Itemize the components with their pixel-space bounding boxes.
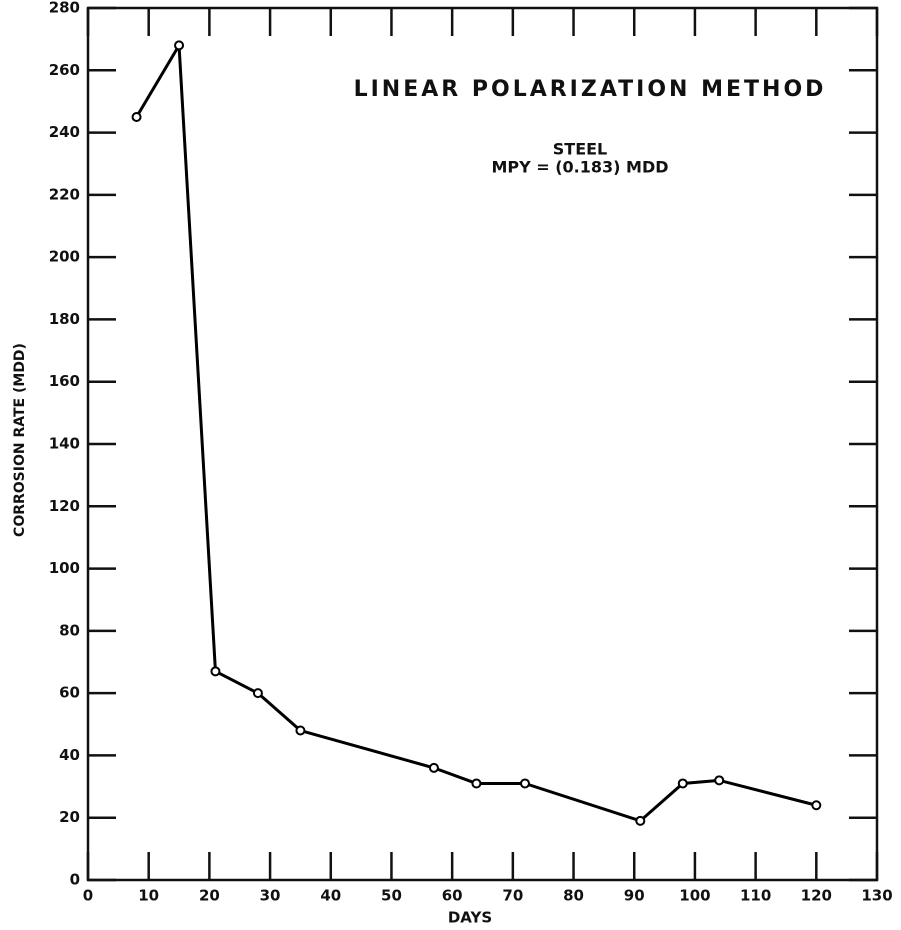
y-tick-label: 80	[59, 621, 80, 639]
data-line	[135, 40, 817, 823]
y-tick-label: 100	[49, 559, 80, 577]
x-tick-label: 110	[740, 887, 771, 905]
y-tick-label: 280	[49, 0, 80, 17]
y-tick-label: 40	[59, 746, 80, 764]
x-tick-label: 80	[563, 887, 584, 905]
plot-frame	[86, 6, 879, 882]
data-point	[295, 725, 306, 736]
x-tick-label: 100	[679, 887, 710, 905]
data-point	[811, 800, 822, 811]
x-tick-label: 60	[442, 887, 463, 905]
data-point	[635, 815, 646, 826]
x-tick-label: 0	[83, 887, 93, 905]
annotation: STEEL	[553, 140, 608, 159]
x-axis-label: DAYS	[448, 909, 492, 927]
data-point	[677, 778, 688, 789]
x-tick-label: 50	[381, 887, 402, 905]
x-tick-label: 70	[502, 887, 523, 905]
y-tick-label: 120	[49, 497, 80, 515]
data-point	[131, 112, 142, 122]
y-tick-label: 220	[49, 185, 80, 203]
annotation: MPY = (0.183) MDD	[491, 158, 668, 177]
data-point	[210, 666, 221, 677]
y-tick-label: 140	[49, 435, 80, 453]
data-point	[714, 775, 725, 786]
data-point	[471, 778, 482, 789]
data-point	[519, 778, 530, 789]
x-tick-label: 20	[199, 887, 220, 905]
x-tick-label: 90	[624, 887, 645, 905]
y-tick-label: 0	[70, 871, 80, 889]
x-tick-label: 30	[260, 887, 281, 905]
y-tick-label: 160	[49, 372, 80, 390]
x-tick-label: 10	[138, 887, 159, 905]
y-tick-label: 60	[59, 684, 80, 702]
chart-title: LINEAR POLARIZATION METHOD	[354, 77, 827, 102]
y-tick-label: 200	[49, 248, 80, 266]
data-point	[428, 762, 439, 773]
x-tick-label: 40	[320, 887, 341, 905]
x-tick-label: 120	[801, 887, 832, 905]
y-tick-label: 260	[49, 61, 80, 79]
y-axis-label: CORROSION RATE (MDD)	[12, 343, 28, 537]
y-tick-label: 240	[49, 123, 80, 141]
y-tick-label: 180	[49, 310, 80, 328]
data-point	[252, 688, 263, 699]
data-point	[174, 40, 185, 51]
x-tick-label: 130	[861, 887, 892, 905]
y-tick-label: 20	[59, 808, 80, 826]
